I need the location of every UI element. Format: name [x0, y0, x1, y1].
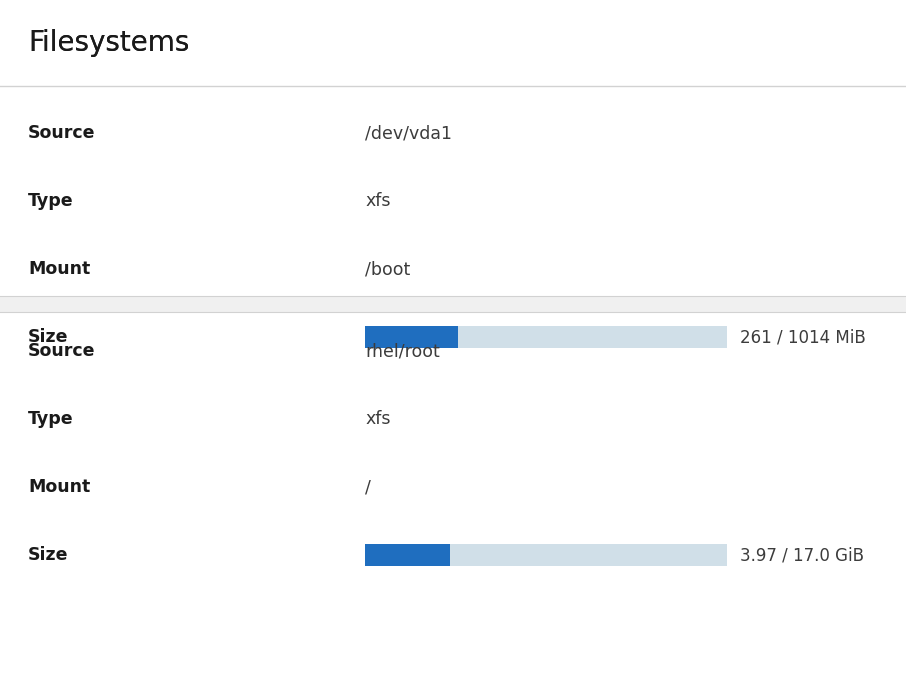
Text: Type: Type: [28, 192, 73, 210]
Text: rhel/root: rhel/root: [365, 342, 439, 360]
Bar: [365, 544, 449, 566]
Text: /: /: [365, 478, 371, 496]
Bar: [365, 544, 727, 566]
Text: xfs: xfs: [365, 410, 390, 428]
Bar: [365, 326, 727, 348]
Text: 3.97 / 17.0 GiB: 3.97 / 17.0 GiB: [740, 546, 864, 564]
Text: Filesystems: Filesystems: [28, 29, 189, 57]
Text: Mount: Mount: [28, 260, 91, 278]
Text: /boot: /boot: [365, 260, 410, 278]
Bar: [0, 296, 906, 312]
Text: 261 / 1014 MiB: 261 / 1014 MiB: [740, 328, 866, 346]
Bar: [365, 326, 458, 348]
Text: Source: Source: [28, 124, 95, 142]
Text: Mount: Mount: [28, 478, 91, 496]
Text: Source: Source: [28, 342, 95, 360]
Text: Size: Size: [28, 546, 69, 564]
Text: Type: Type: [28, 410, 73, 428]
Text: Size: Size: [28, 328, 69, 346]
Text: /dev/vda1: /dev/vda1: [365, 124, 452, 142]
Text: Filesystems: Filesystems: [28, 29, 189, 57]
Text: xfs: xfs: [365, 192, 390, 210]
